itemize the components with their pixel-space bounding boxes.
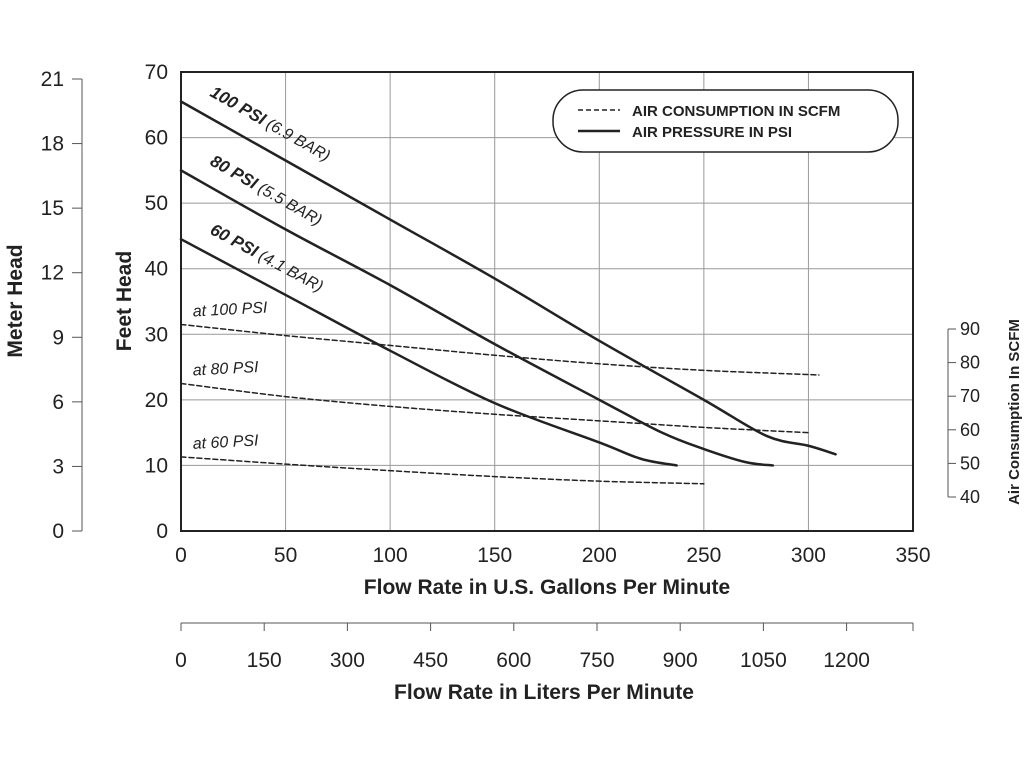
air-consumption-label: at 60 PSI: [192, 432, 259, 452]
air-consumption-line: [180, 456, 705, 485]
air-consumption-label: at 80 PSI: [192, 359, 259, 379]
air-consumption-tick-label: 60: [960, 420, 980, 440]
plot-frame: [180, 71, 914, 532]
x-tick-label: 50: [274, 544, 297, 567]
liters-tick-label: 450: [413, 649, 448, 672]
meter-head-tick-label: 12: [41, 262, 64, 285]
meter-head-tick-label: 18: [41, 133, 64, 156]
liters-tick-label: 900: [663, 649, 698, 672]
x-tick-label: 350: [895, 544, 930, 567]
liters-axis-title: Flow Rate in Liters Per Minute: [394, 681, 694, 704]
air-consumption-tick-label: 40: [960, 487, 980, 507]
liters-tick-label: 600: [496, 649, 531, 672]
x-tick-label: 200: [582, 544, 617, 567]
y-tick-label: 40: [145, 258, 168, 281]
air-consumption-tick-label: 50: [960, 453, 980, 473]
liters-tick-label: 150: [247, 649, 282, 672]
y-tick-label: 0: [156, 520, 168, 543]
air-consumption-tick-label: 90: [960, 319, 980, 339]
liters-tick-label: 0: [175, 649, 187, 672]
y-tick-label: 70: [145, 61, 168, 84]
x-tick-label: 0: [175, 544, 187, 567]
x-tick-label: 250: [686, 544, 721, 567]
x-tick-label: 100: [373, 544, 408, 567]
air-consumption-label: at 100 PSI: [192, 300, 268, 321]
liters-tick-label: 750: [579, 649, 614, 672]
y-tick-label: 30: [145, 323, 168, 346]
y-tick-label: 20: [145, 389, 168, 412]
air-pressure-line: [179, 100, 837, 456]
liters-tick-label: 1200: [823, 649, 870, 672]
air-consumption-line: [180, 323, 820, 376]
meter-head-tick-label: 15: [41, 197, 64, 220]
meter-head-title: Meter Head: [4, 244, 27, 357]
meter-head-tick-label: 9: [52, 326, 64, 349]
axis-layer: 0 50 100 150 200 250 300 3500102030405060700369…: [41, 61, 980, 672]
air-consumption-line: [180, 382, 810, 434]
meter-head-tick-label: 21: [41, 68, 64, 91]
y-axis-title: Feet Head: [113, 251, 136, 351]
air-consumption-tick-label: 80: [960, 353, 980, 373]
x-axis-title: Flow Rate in U.S. Gallons Per Minute: [364, 576, 730, 599]
liters-tick-label: 300: [330, 649, 365, 672]
air-pressure-line: [179, 169, 775, 467]
legend-label-air-pressure: AIR PRESSURE IN PSI: [632, 124, 792, 141]
y-tick-label: 50: [145, 192, 168, 215]
legend-label-air-consumption: AIR CONSUMPTION IN SCFM: [632, 103, 840, 120]
meter-head-tick-label: 0: [52, 520, 64, 543]
liters-tick-label: 1050: [740, 649, 787, 672]
meter-head-tick-label: 3: [52, 455, 64, 478]
legend-box: [552, 89, 899, 153]
y-tick-label: 60: [145, 127, 168, 150]
air-consumption-tick-label: 70: [960, 386, 980, 406]
x-tick-label: 300: [791, 544, 826, 567]
legend: AIR CONSUMPTION IN SCFM AIR PRESSURE IN …: [552, 89, 899, 153]
meter-head-tick-label: 6: [52, 391, 64, 414]
x-tick-label: 150: [477, 544, 512, 567]
y-tick-label: 10: [145, 454, 168, 477]
air-pressure-line: [179, 237, 678, 467]
air-consumption-axis-title: Air Consumption In SCFM: [1006, 319, 1023, 505]
series-layer: 100 PSI(6.9 BAR)80 PSI(5.5 BAR)60 PSI(4.…: [179, 82, 837, 485]
